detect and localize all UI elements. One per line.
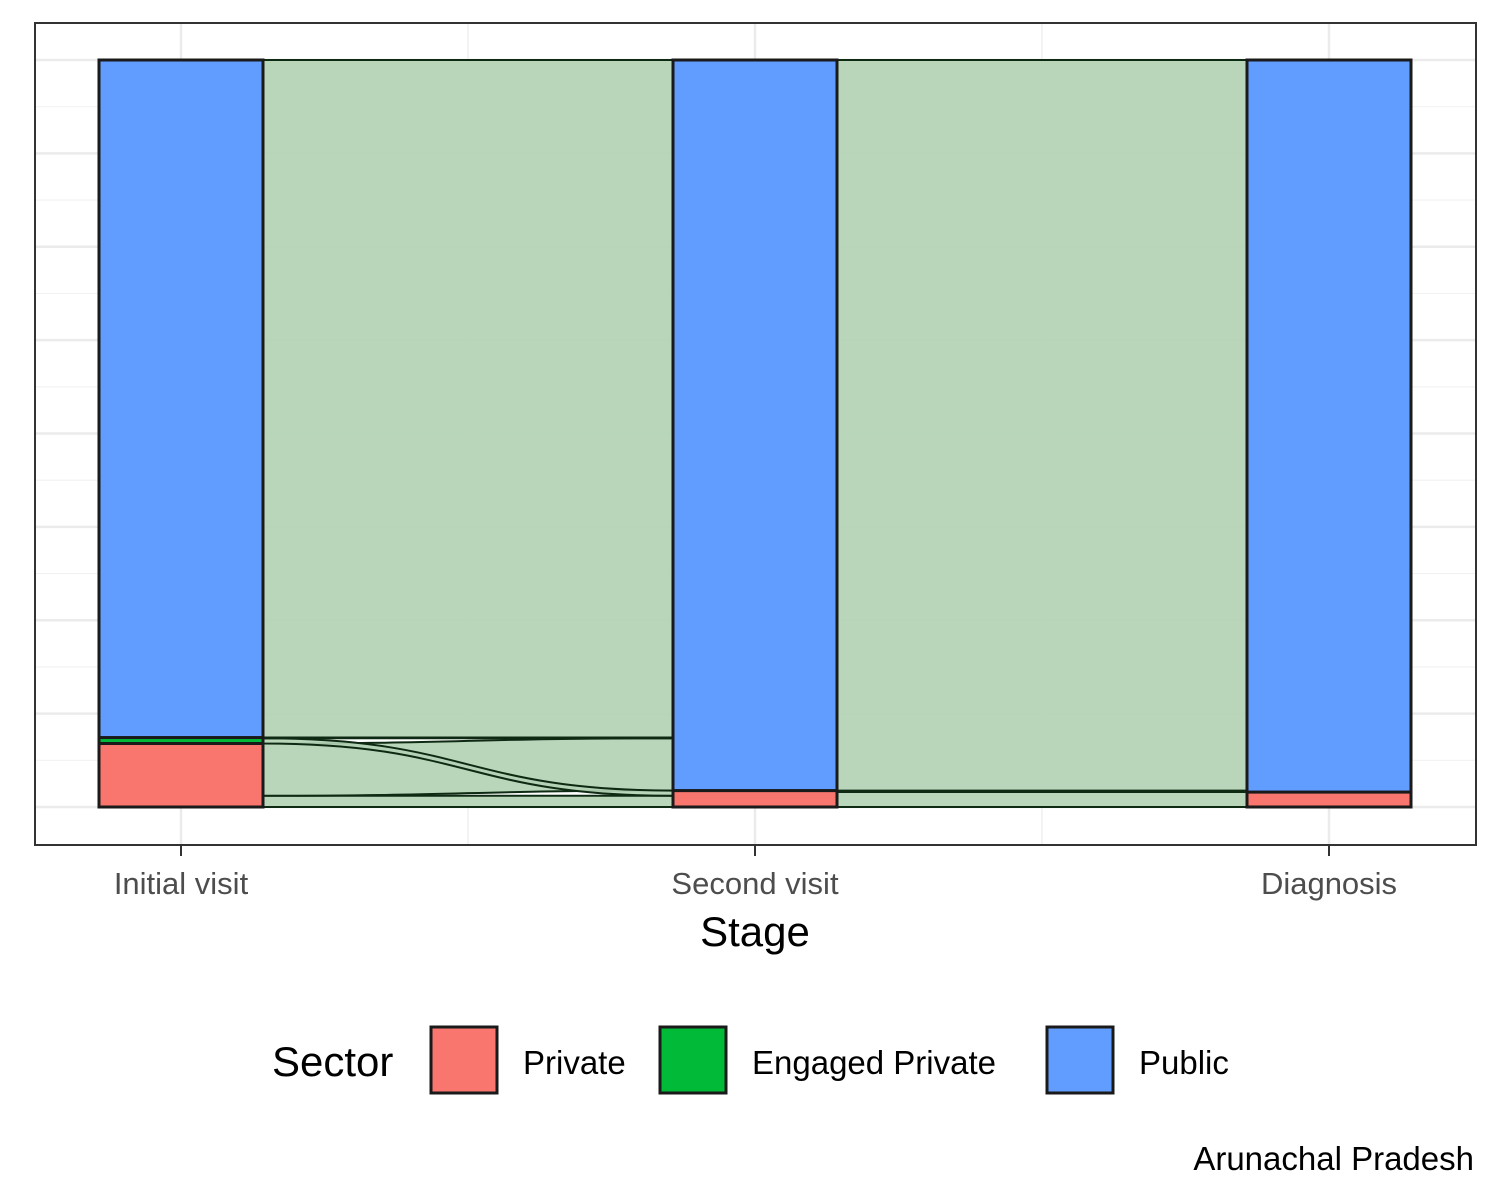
legend: Sector Private Engaged Private Public xyxy=(272,1025,1229,1095)
stratum-diagnosis-public xyxy=(1245,58,1413,794)
legend-label-public: Public xyxy=(1139,1044,1229,1081)
stratum-initial-visit-public xyxy=(97,58,265,740)
x-tick-label: Diagnosis xyxy=(1261,866,1397,901)
stratum-second-visit-public xyxy=(671,58,839,793)
stratum-diagnosis-private xyxy=(1245,790,1413,809)
legend-label-private: Private xyxy=(523,1044,626,1081)
stratum-second-visit-private xyxy=(671,789,839,809)
legend-label-engaged-private: Engaged Private xyxy=(752,1044,996,1081)
legend-title: Sector xyxy=(272,1038,393,1085)
caption: Arunachal Pradesh xyxy=(1193,1140,1474,1177)
x-axis-title: Stage xyxy=(700,908,810,955)
flow-public-to-public xyxy=(262,58,674,739)
x-axis: Initial visit Second visit Diagnosis xyxy=(114,845,1397,901)
flow-private-to-private xyxy=(262,794,674,809)
strata xyxy=(97,58,1413,809)
flow-private-to-private xyxy=(836,791,1248,809)
flows xyxy=(262,58,1248,809)
legend-key-engaged-private xyxy=(658,1025,728,1095)
stratum-initial-visit-private xyxy=(97,742,265,809)
x-tick-label: Second visit xyxy=(671,866,839,901)
flow-public-to-public xyxy=(836,58,1248,792)
x-tick-label: Initial visit xyxy=(114,866,249,901)
legend-key-public xyxy=(1045,1025,1115,1095)
legend-key-private xyxy=(429,1025,499,1095)
